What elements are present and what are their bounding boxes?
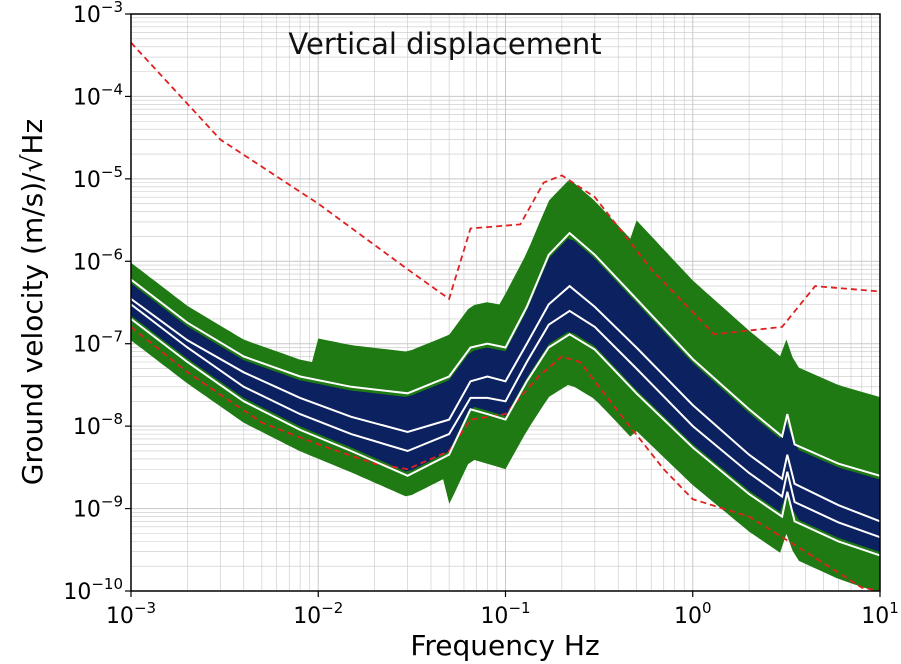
y-tick-label: 10−8	[73, 410, 123, 440]
density-band	[131, 181, 880, 591]
y-tick-label: 10−3	[73, 0, 123, 28]
percentile-line-4	[131, 318, 880, 557]
x-axis-ticks: 10−3 10−2 10−1 100 101	[106, 591, 899, 629]
y-axis-ticks: 10−10 10−9 10−8 10−7 10−6 10−5 10−4 10−3	[63, 0, 131, 605]
y-tick-label: 10−6	[73, 245, 123, 275]
x-tick-label: 101	[861, 599, 899, 629]
y-tick-label: 10−9	[73, 493, 123, 523]
x-tick-label: 100	[674, 599, 712, 629]
model-line-0	[131, 41, 880, 336]
percentile-line-2	[131, 231, 880, 477]
density-inner-band	[131, 238, 880, 552]
x-tick-label: 10−3	[106, 599, 156, 629]
chart-title: Vertical displacement	[288, 27, 601, 61]
model-line-1	[131, 326, 880, 591]
x-tick-label: 10−1	[480, 599, 530, 629]
y-tick-label: 10−4	[73, 80, 123, 110]
series-lines	[131, 41, 880, 591]
x-tick-label: 10−2	[293, 599, 343, 629]
x-axis-label: Frequency Hz	[410, 629, 599, 662]
y-tick-label: 10−10	[63, 575, 123, 605]
y-tick-label: 10−7	[73, 328, 123, 358]
y-axis-label: Ground velocity (m/s)/√Hz	[16, 119, 49, 485]
y-tick-label: 10−5	[73, 163, 123, 193]
percentile-line-5	[131, 303, 880, 539]
percentile-line-3	[131, 284, 880, 523]
